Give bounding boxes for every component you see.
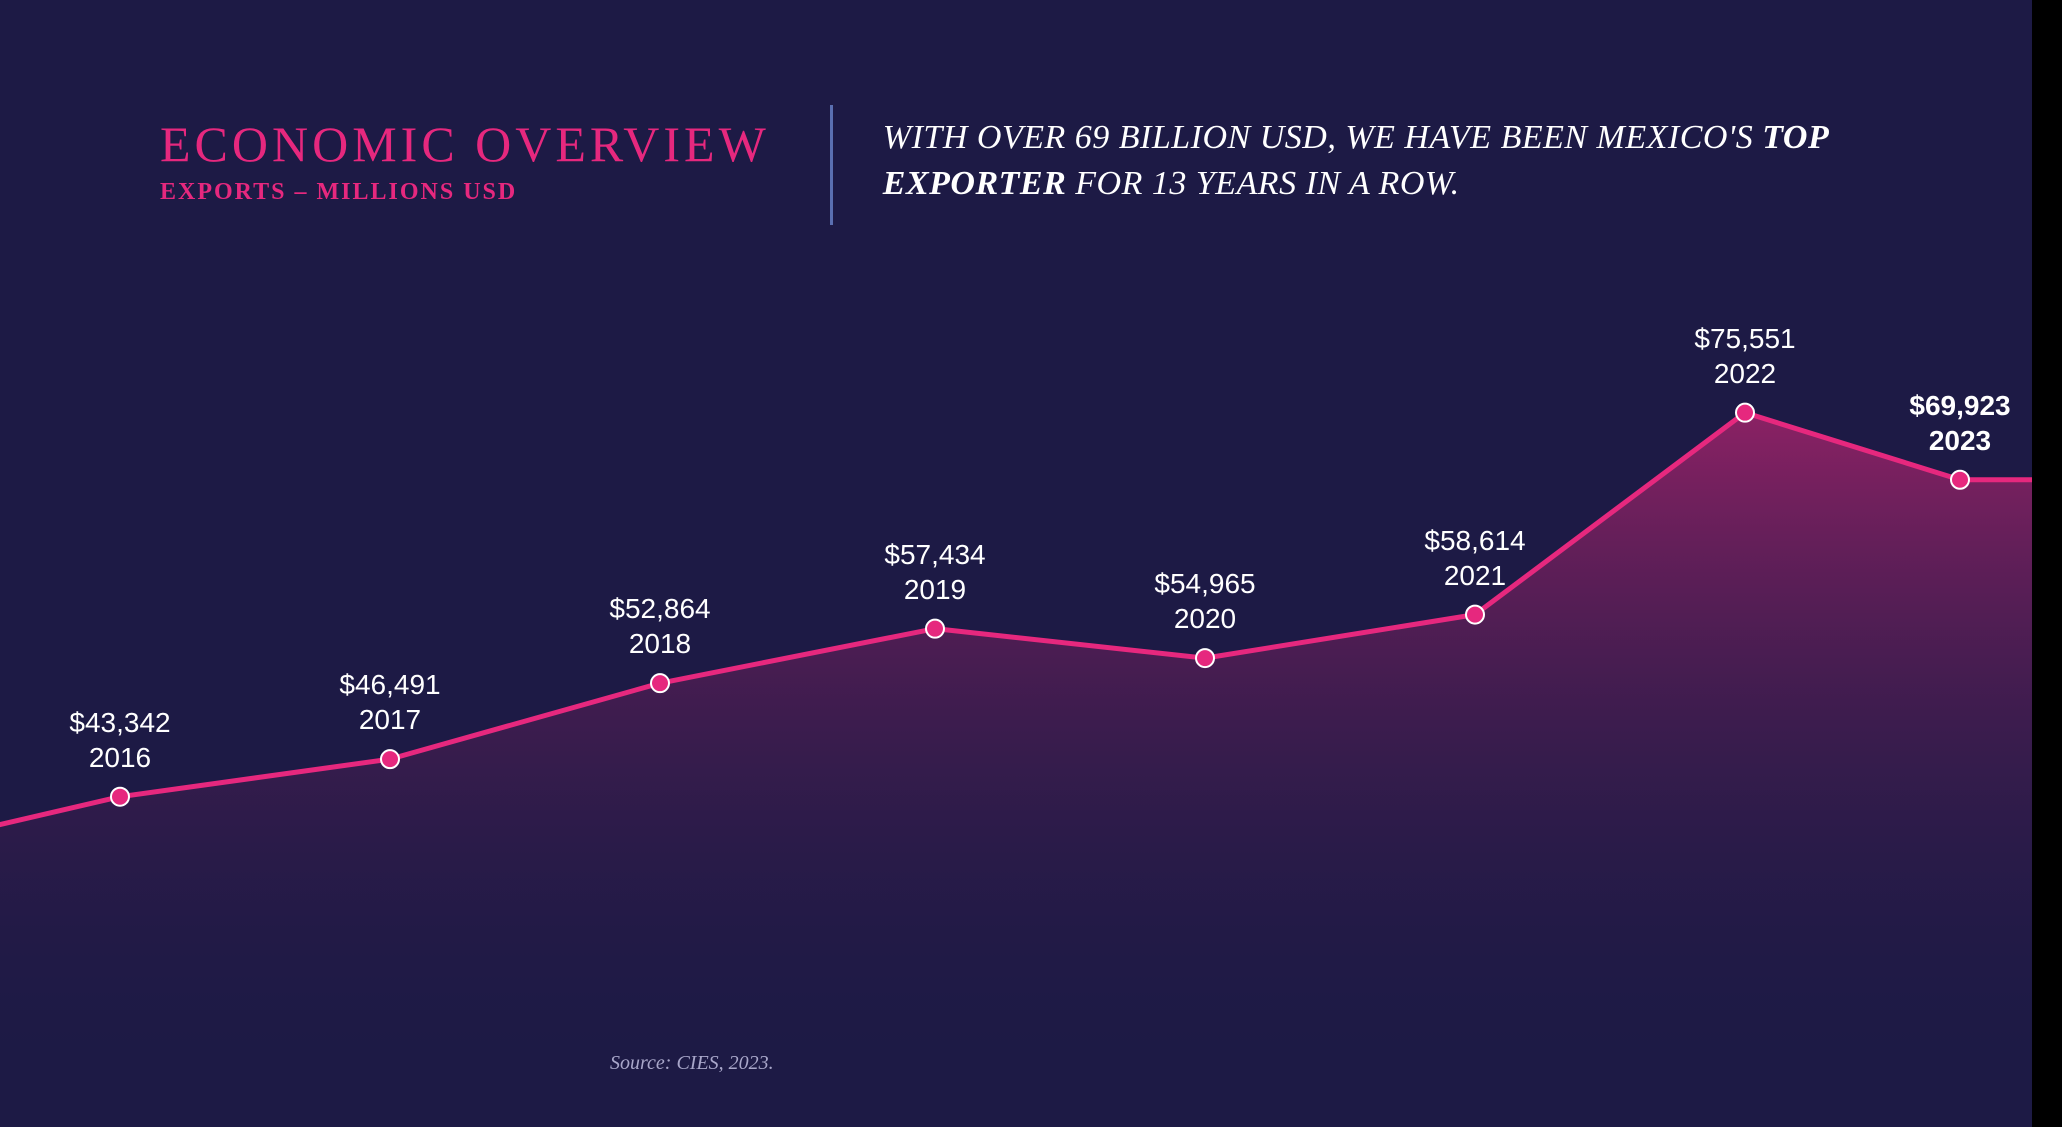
- data-point-value: $75,551: [1694, 321, 1795, 356]
- data-point-label: $54,9652020: [1154, 566, 1255, 636]
- data-point-value: $54,965: [1154, 566, 1255, 601]
- data-point-year: 2021: [1424, 558, 1525, 593]
- source-citation: Source: CIES, 2023.: [610, 1052, 774, 1075]
- data-point-value: $52,864: [609, 591, 710, 626]
- data-point-year: 2017: [339, 702, 440, 737]
- page-subtitle: EXPORTS – MILLIONS USD: [160, 179, 770, 206]
- data-point-year: 2022: [1694, 356, 1795, 391]
- chart-marker: [1736, 404, 1754, 422]
- callout-pre: WITH OVER 69 BILLION USD, WE HAVE BEEN M…: [883, 119, 1762, 156]
- data-point-label: $57,4342019: [884, 537, 985, 607]
- header: ECONOMIC OVERVIEW EXPORTS – MILLIONS USD…: [160, 115, 1942, 225]
- data-point-label: $75,5512022: [1694, 321, 1795, 391]
- data-point-value: $46,491: [339, 667, 440, 702]
- chart-marker: [111, 788, 129, 806]
- callout-post: FOR 13 YEARS IN A ROW.: [1066, 165, 1459, 202]
- data-point-label: $58,6142021: [1424, 523, 1525, 593]
- title-block: ECONOMIC OVERVIEW EXPORTS – MILLIONS USD: [160, 115, 830, 206]
- data-point-value: $57,434: [884, 537, 985, 572]
- data-point-year: 2016: [69, 740, 170, 775]
- chart-marker: [1466, 606, 1484, 624]
- chart-marker: [1196, 649, 1214, 667]
- data-point-value: $43,342: [69, 705, 170, 740]
- data-point-label: $52,8642018: [609, 591, 710, 661]
- data-point-label: $46,4912017: [339, 667, 440, 737]
- chart-area-fill: [0, 413, 2032, 1075]
- callout-text: WITH OVER 69 BILLION USD, WE HAVE BEEN M…: [833, 115, 1942, 207]
- data-point-year: 2020: [1154, 601, 1255, 636]
- data-point-year: 2018: [609, 626, 710, 661]
- chart-marker: [651, 674, 669, 692]
- data-point-value: $58,614: [1424, 523, 1525, 558]
- page-title: ECONOMIC OVERVIEW: [160, 115, 770, 173]
- data-point-label: $69,9232023: [1909, 388, 2010, 458]
- chart-marker: [381, 750, 399, 768]
- right-black-strip: [2032, 0, 2062, 1127]
- data-point-value: $69,923: [1909, 388, 2010, 423]
- data-point-year: 2019: [884, 572, 985, 607]
- data-point-label: $43,3422016: [69, 705, 170, 775]
- chart-marker: [1951, 471, 1969, 489]
- slide: $43,3422016 $46,4912017 $52,8642018 $57,434…: [0, 0, 2062, 1127]
- chart-marker: [926, 620, 944, 638]
- data-point-year: 2023: [1909, 423, 2010, 458]
